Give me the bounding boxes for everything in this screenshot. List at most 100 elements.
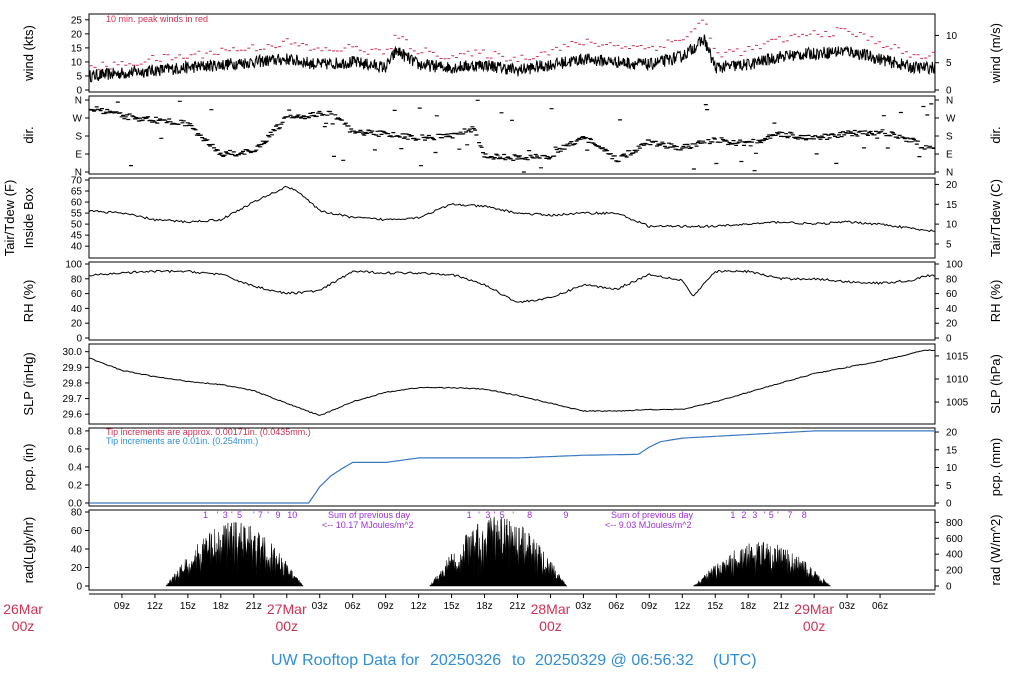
rh-right-tick-label: 40 (946, 304, 958, 315)
x-tick-label: 12z (147, 601, 163, 612)
peak-wind-marks (89, 19, 935, 71)
rad-left-tick-label: 0 (76, 582, 82, 593)
rad-hour-mark: 1 (730, 510, 735, 520)
wind-right-tick-label: 0 (946, 86, 952, 97)
dir-ylabel-left: dir. (21, 126, 36, 143)
pcp-ylabel-right: pcp. (mm) (988, 438, 1003, 497)
pcp-right-tick-label: 20 (946, 428, 958, 439)
slp-line (89, 349, 935, 416)
wind-left-tick-label: 20 (71, 29, 83, 40)
x-tick-label: 03z (575, 601, 591, 612)
wind-left-tick-label: 5 (76, 71, 82, 82)
rad-right-tick-label: 0 (946, 582, 952, 593)
slp-ylabel-right: SLP (hPa) (988, 354, 1003, 414)
wind-left-tick-label: 0 (76, 86, 82, 97)
rad-ylabel-right: rad (W/m^2) (988, 514, 1003, 585)
radiation-day-3 (693, 541, 831, 587)
rh-line (89, 269, 935, 304)
pcp-left-tick-label: 0.6 (68, 444, 82, 455)
dir-frame (88, 95, 936, 175)
title-to: to (512, 652, 525, 669)
pcp-right-tick-label: 5 (946, 481, 952, 492)
rad-ylabel-left: rad(Lgly/hr) (21, 517, 36, 583)
x-tick-label: 09z (378, 601, 394, 612)
rad-hour-mark: 2 (741, 510, 746, 520)
radiation-day-1 (165, 522, 304, 587)
rad-left-tick-label: 20 (71, 563, 83, 574)
rad-hour-mark: 7 (787, 510, 792, 520)
slp-frame (88, 343, 936, 425)
dir-left-tick-label: W (73, 114, 83, 125)
rad-hour-mark: ' (253, 510, 255, 520)
x-tick-label: 21z (773, 601, 789, 612)
x-tick-label: 06z (872, 601, 888, 612)
rad-hour-mark: 7 (258, 510, 263, 520)
dir-right-tick-label: N (946, 168, 953, 179)
dir-right-tick-label: W (946, 114, 956, 125)
temp-ylabel-left2: Inside Box (21, 187, 36, 248)
rad-left-tick-label: 80 (71, 508, 83, 519)
x-tick-label: 09z (641, 601, 657, 612)
rad-hour-mark: ' (217, 510, 219, 520)
tair-line (89, 185, 935, 233)
rh-left-tick-label: 80 (71, 274, 83, 285)
pcp-left-tick-label: 0.4 (68, 462, 82, 473)
temp-ylabel-right: Tair/Tdew (C) (988, 179, 1003, 257)
slp-right-tick-label: 1005 (946, 398, 969, 409)
sum-value-1: <-- 10.17 MJoules/m^2 (322, 520, 414, 530)
panel-rh: 0 20 40 60 80 100 0 20 40 60 80 100 RH (%) RH (%) (21, 260, 1003, 345)
slp-right-tick-label: 1015 (946, 351, 969, 362)
title-end: 20250329 @ 06:56:32 (535, 652, 694, 669)
x-tick-label: 03z (839, 601, 855, 612)
rad-hour-mark: ' (494, 510, 496, 520)
rh-left-tick-label: 20 (71, 319, 83, 330)
wind-left-tick-label: 15 (71, 43, 83, 54)
panel-wind: 0 5 10 15 20 25 0 5 10 wind (kts) wind (m/s) (21, 13, 1003, 97)
rad-frame (88, 509, 936, 591)
slp-left-tick-label: 29.7 (63, 394, 83, 405)
x-tick-label: 18z (476, 601, 492, 612)
temp-left-tick-label: 65 (71, 187, 83, 198)
rad-hour-mark: ' (478, 510, 480, 520)
x-tick-label: 15z (180, 601, 196, 612)
x-axis: 09z 12z 15z 18z 21z 03z 06z 09z 12z 15z 18z 21z 03z 0… (3, 593, 935, 634)
rad-hour-mark: 1 (203, 510, 208, 520)
rad-hour-mark: 10 (287, 510, 297, 520)
dir-right-tick-label: E (946, 150, 953, 161)
temp-left-tick-label: 70 (71, 176, 83, 187)
dir-left-tick-label: N (75, 96, 82, 107)
panel-slp: 29.6 29.7 29.8 29.9 30.0 1005 1010 1015 SLP (inH… (21, 343, 1003, 425)
rh-right-tick-label: 80 (946, 274, 958, 285)
temp-ylabel-left: Tair/Tdew (F) (2, 180, 17, 257)
x-tick-label: 18z (740, 601, 756, 612)
x-tick-label: 21z (246, 601, 262, 612)
dir-left-tick-label: E (75, 150, 82, 161)
wind-frame (88, 13, 936, 93)
rh-ylabel-right: RH (%) (988, 280, 1003, 323)
peak-winds-note: 10 min. peak winds in red (106, 14, 208, 24)
title-tz: (UTC) (713, 652, 757, 669)
rad-left-tick-label: 60 (71, 526, 83, 537)
figure-title: UW Rooftop Data for 20250326 to 20250329… (271, 652, 757, 669)
rad-hour-mark: 1 (467, 510, 472, 520)
x-tick-label: 12z (411, 601, 427, 612)
wind-line (89, 34, 935, 83)
rad-hour-mark: ' (512, 510, 514, 520)
rh-right-tick-label: 0 (946, 334, 952, 345)
rh-left-tick-label: 40 (71, 304, 83, 315)
tip-increments-old: Tip increments are approx. 0.00171in. (0… (106, 427, 311, 437)
dir-right-tick-label: N (946, 96, 953, 107)
precip-line (89, 430, 935, 504)
pcp-left-tick-label: 0.8 (68, 426, 82, 437)
wind-ylabel-left: wind (kts) (21, 25, 36, 82)
temp-right-tick-label: 15 (946, 200, 958, 211)
slp-left-tick-label: 30.0 (63, 347, 83, 358)
panel-pcp: 0.0 0.2 0.4 0.6 0.8 0 5 10 15 20 pcp. (in) pcp. (mm… (21, 426, 1003, 509)
dir-left-tick-label: S (75, 132, 82, 143)
x-tick-label: 21z (509, 601, 525, 612)
x-tick-label: 12z (674, 601, 690, 612)
